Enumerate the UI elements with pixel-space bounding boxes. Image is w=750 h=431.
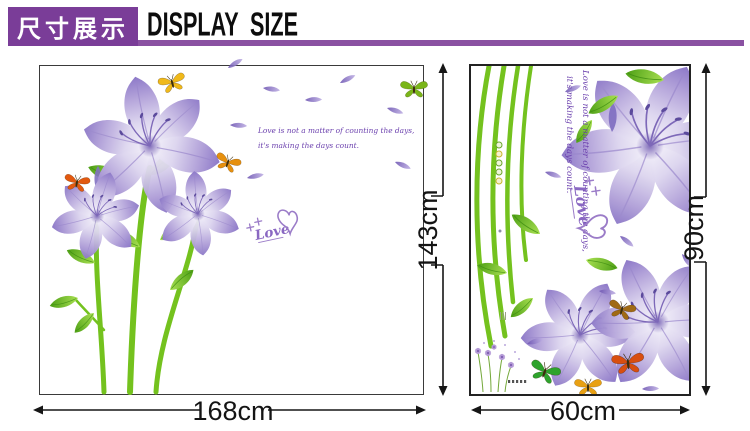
preview-love-doodle: Love (246, 209, 299, 244)
sheet-quote-line-2: it's making the days count. (564, 76, 574, 193)
sheet-stems (474, 66, 533, 349)
sheet-artwork: Love is not a matter of counting the day… (474, 66, 689, 394)
header-underline (8, 40, 744, 46)
header-zh-box: 尺寸展示 (8, 7, 138, 46)
preview-height-dimension: 143cm (413, 63, 448, 396)
preview-love-word: Love (253, 221, 292, 244)
sheet-height-label: 90cm (679, 195, 709, 261)
preview-quote-line-1: Love is not a matter of counting the day… (257, 126, 414, 135)
header-zh-title: 尺寸展示 (17, 16, 129, 43)
small-flower-cluster (474, 340, 520, 393)
preview-quote-line-2: it's making the days count. (258, 141, 359, 150)
preview-panel: Love is not a matter of counting the day… (39, 57, 429, 395)
sheet-quote-line-1: Love is not a matter of counting the day… (580, 69, 590, 252)
preview-width-label: 168cm (192, 396, 273, 426)
sheet-quote: Love is not a matter of counting the day… (564, 69, 590, 252)
sheet-width-label: 60cm (550, 396, 616, 426)
header-en-title: DISPLAY SIZE (147, 7, 299, 44)
sheet-height-dimension: 90cm (679, 63, 711, 396)
sheet-width-dimension: 60cm (471, 396, 690, 426)
preview-width-dimension: 168cm (33, 396, 426, 426)
preview-height-label: 143cm (413, 189, 443, 270)
sheet-flower-bud (608, 103, 617, 132)
sheet-tiny-marks (508, 380, 527, 383)
sheet-panel: Love is not a matter of counting the day… (469, 64, 691, 396)
sheet-dots (495, 141, 506, 320)
